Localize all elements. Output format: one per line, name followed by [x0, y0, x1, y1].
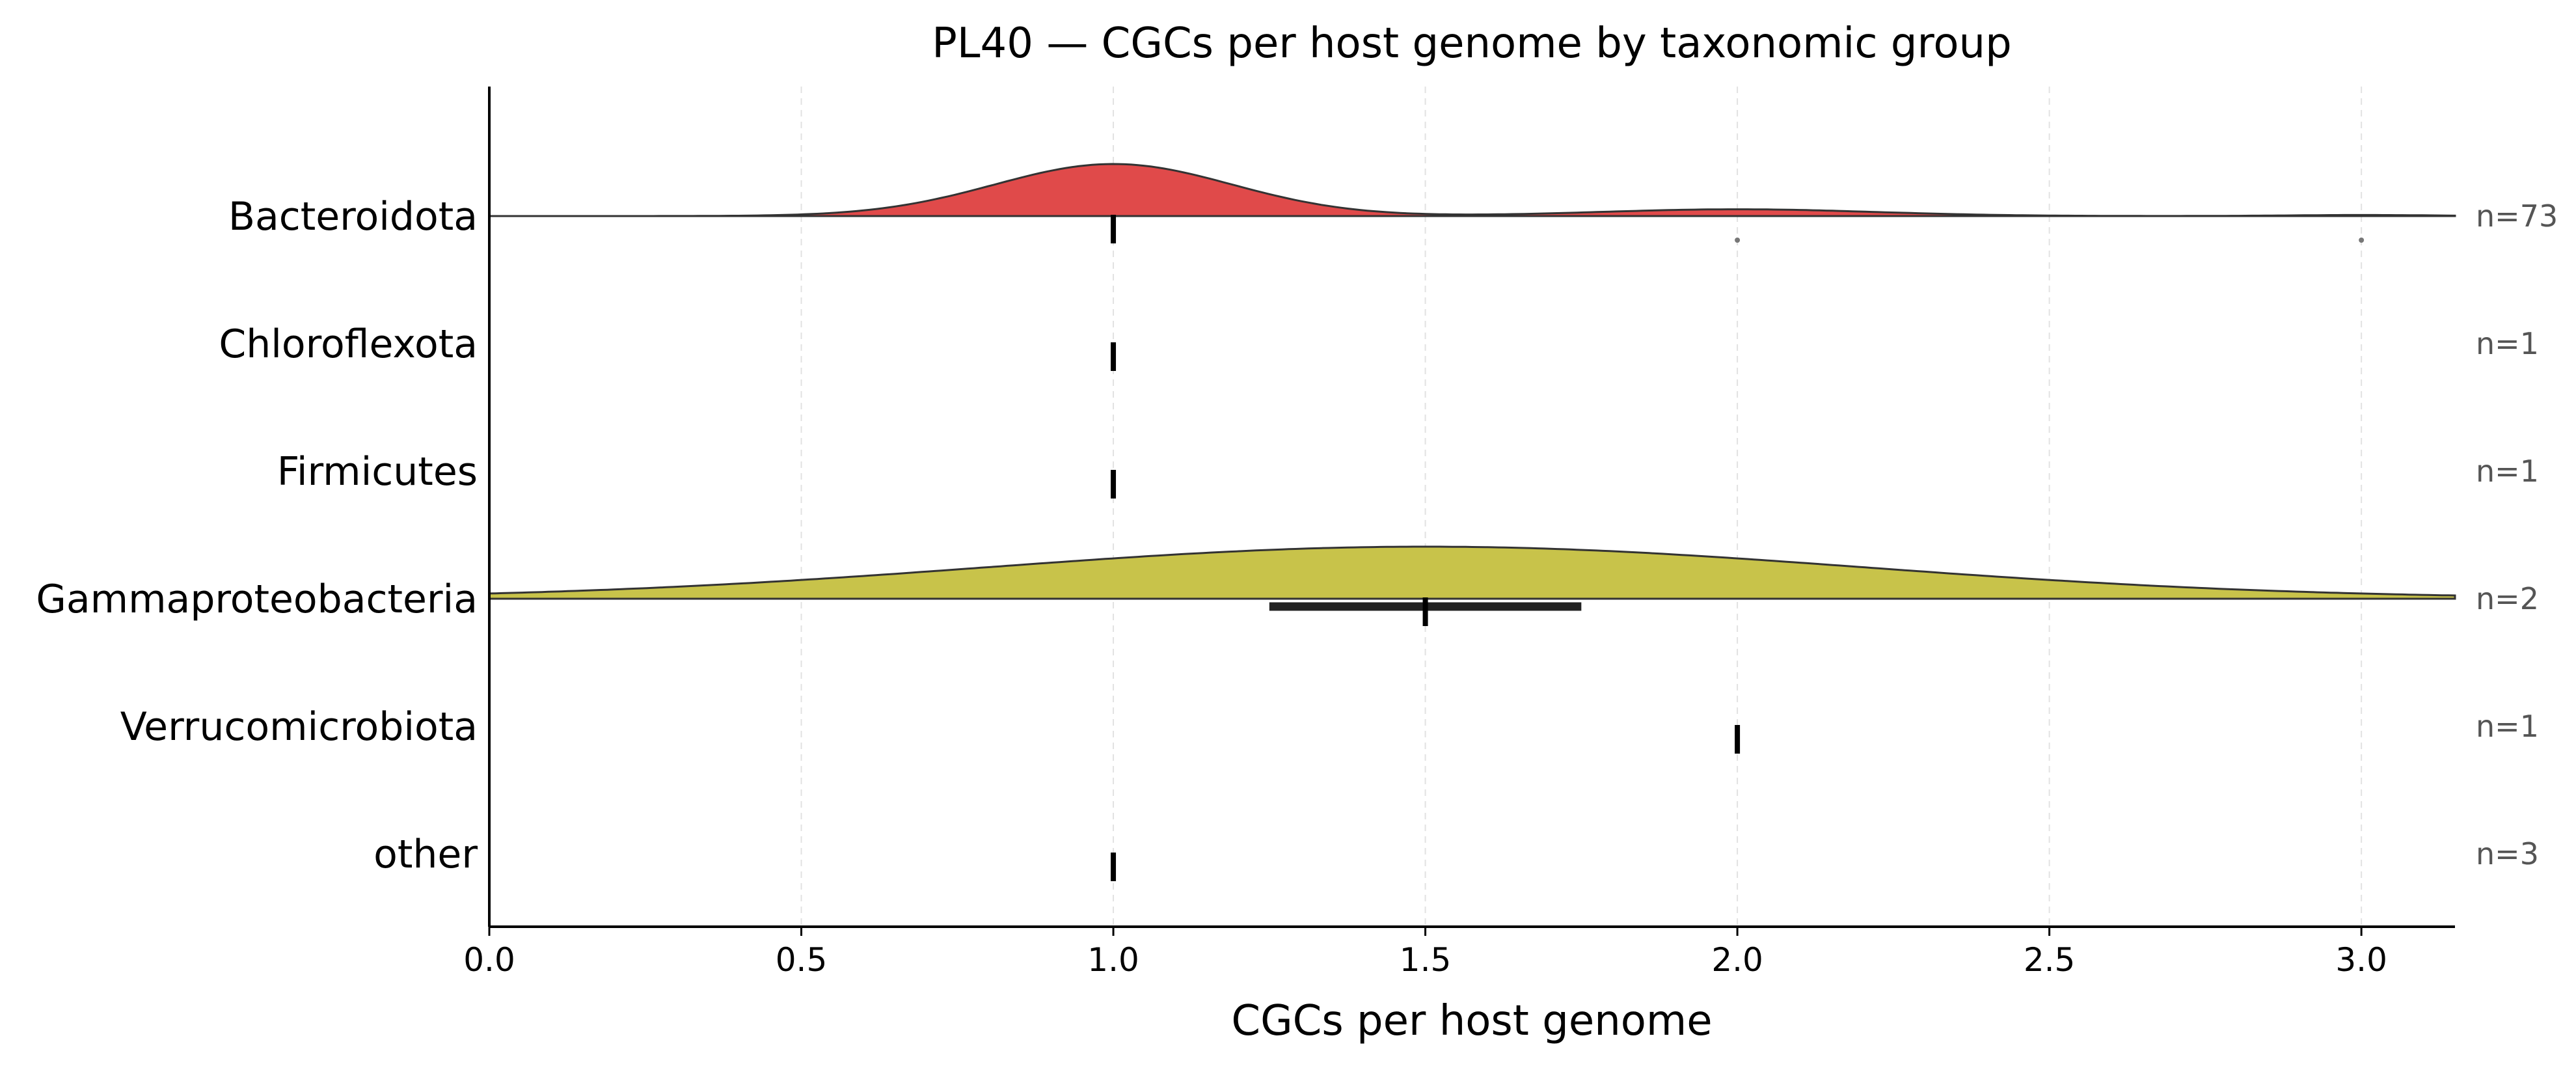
sample-size-label: n=1 [2476, 454, 2539, 489]
x-tick-label: 0.5 [776, 941, 828, 979]
ridge-firmicutes: Firmicutes n=1 [277, 449, 2539, 499]
sample-size-label: n=1 [2476, 709, 2539, 744]
category-label: Chloroflexota [219, 321, 478, 367]
outlier-point [1735, 238, 1741, 243]
sample-size-label: n=3 [2476, 836, 2539, 871]
x-tick-label: 3.0 [2335, 941, 2387, 979]
axis-layer: 0.0 0.5 1.0 1.5 2.0 2.5 3.0 [463, 87, 2455, 979]
x-tick-label: 2.0 [1711, 941, 1763, 979]
density-area [489, 163, 2456, 217]
grid-layer [489, 87, 2363, 927]
chart-title: PL40 — CGCs per host genome by taxonomic… [932, 20, 2011, 68]
x-tick-label: 2.5 [2024, 941, 2076, 979]
category-label: other [373, 832, 478, 877]
ridge-verrucomicrobiota: Verrucomicrobiota n=1 [120, 704, 2539, 754]
category-label: Firmicutes [277, 449, 478, 495]
category-label: Bacteroidota [228, 194, 478, 239]
x-tick-label: 0.0 [463, 941, 515, 979]
sample-size-label: n=1 [2476, 326, 2539, 361]
ridge-other: other n=3 [373, 832, 2539, 881]
category-label: Gammaproteobacteria [36, 577, 478, 622]
sample-size-label: n=2 [2476, 581, 2539, 616]
ridge-gammaproteobacteria: Gammaproteobacteria n=2 [36, 545, 2539, 626]
ridge-bacteroidota: Bacteroidota n=73 [228, 163, 2558, 243]
density-area [488, 545, 2456, 600]
x-tick-label: 1.0 [1087, 941, 1139, 979]
outlier-point [2359, 238, 2365, 243]
x-axis-label: CGCs per host genome [1231, 997, 1712, 1045]
x-tick-label: 1.5 [1400, 941, 1452, 979]
ridge-chloroflexota: Chloroflexota n=1 [219, 321, 2539, 371]
sample-size-label: n=73 [2476, 198, 2558, 234]
category-label: Verrucomicrobiota [120, 704, 478, 750]
